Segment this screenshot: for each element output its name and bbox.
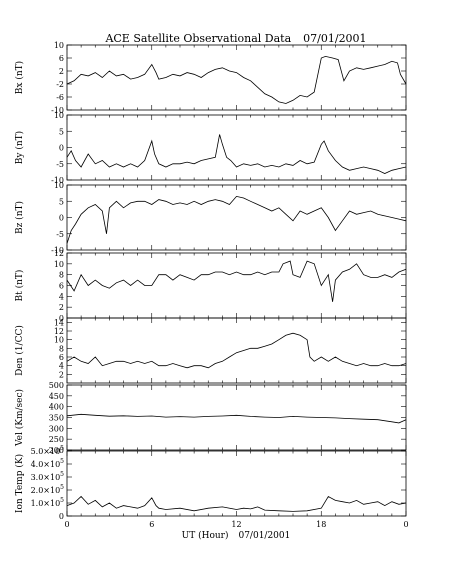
panel-frame xyxy=(66,384,407,451)
y-tick-label: 10 xyxy=(54,111,64,120)
y-axis-label: Vel (Km/sec) xyxy=(14,389,25,447)
series-line xyxy=(66,495,407,512)
y-tick-label: -10 xyxy=(51,246,64,255)
y-tick-label: 4.0×105 xyxy=(31,458,65,469)
x-tick-label: 0 xyxy=(64,520,69,529)
y-tick-label: 8 xyxy=(59,344,64,353)
y-tick-label: 400 xyxy=(49,403,64,412)
y-tick-label: -10 xyxy=(51,106,64,115)
x-tick-label: 6 xyxy=(149,520,154,529)
series-line xyxy=(66,134,407,174)
panel-1: -10 -6 -2 2 6 10 Bx (nT) xyxy=(14,41,407,115)
panel-2: -10 -5 0 5 10 By (nT) xyxy=(14,111,407,185)
chart-panels: -10 -6 -2 2 6 10 Bx (nT) -10 -5 0 5 10 By (nT) -10 -5 0… xyxy=(14,41,407,521)
y-tick-label: -2 xyxy=(56,80,64,89)
y-tick-label: 4 xyxy=(59,292,64,301)
y-tick-label: 10 xyxy=(54,181,64,190)
y-tick-label: 350 xyxy=(49,414,64,423)
y-tick-label: 8 xyxy=(59,271,64,280)
y-axis-label: Bx (nT) xyxy=(14,61,25,94)
y-tick-label: 450 xyxy=(49,392,64,401)
y-tick-label: -5 xyxy=(56,230,64,239)
x-tick-label: 18 xyxy=(316,520,326,529)
y-tick-label: 2 xyxy=(59,67,64,76)
y-tick-label: 0 xyxy=(59,214,64,223)
y-tick-label: 3.0×105 xyxy=(31,471,65,482)
y-tick-label: 200 xyxy=(49,446,64,455)
panel-4: 0 2 46 8 10 12 Bt (nT) xyxy=(14,249,407,323)
y-tick-label: 12 xyxy=(54,327,64,336)
y-tick-label: 300 xyxy=(49,424,64,433)
panel-7: 0 1.0×105 2.0×105 3.0×105 4.0×105 5.0×105 Ion … xyxy=(14,445,407,521)
panel-frame xyxy=(66,44,407,111)
panel-3: -10 -5 0 5 10 Bz (nT) xyxy=(14,181,407,255)
y-tick-label: 0 xyxy=(59,144,64,153)
y-axis-label: Bt (nT) xyxy=(14,270,25,302)
y-tick-label: 6 xyxy=(59,353,64,362)
y-tick-label: -5 xyxy=(56,160,64,169)
y-tick-label: 12 xyxy=(54,249,64,258)
x-tick-label: 0 xyxy=(403,520,408,529)
y-axis-label: Bz (nT) xyxy=(14,201,25,234)
y-tick-label: 2 xyxy=(59,303,64,312)
y-axis-label: Ion Temp (K) xyxy=(14,454,25,513)
y-tick-label: 10 xyxy=(54,336,64,345)
y-tick-label: 4 xyxy=(59,362,64,371)
y-axis-label: By (nT) xyxy=(14,131,25,164)
y-tick-label: 2.0×105 xyxy=(31,484,65,495)
y-tick-label: 5 xyxy=(59,127,64,136)
y-tick-label: 10 xyxy=(54,41,64,50)
y-tick-label: 6 xyxy=(59,282,64,291)
y-tick-label: -6 xyxy=(56,93,64,102)
chart-title: ACE Satellite Observational Data 07/01/20… xyxy=(104,32,366,45)
y-tick-label: 1.0×105 xyxy=(31,497,65,508)
y-tick-label: -10 xyxy=(51,176,64,185)
panel-frame xyxy=(66,317,407,384)
y-tick-label: 500 xyxy=(49,381,64,390)
series-line xyxy=(66,195,407,244)
panel-frame xyxy=(66,114,407,181)
series-line xyxy=(66,413,407,424)
y-tick-label: 0 xyxy=(59,512,64,521)
x-axis-tick-labels: 0 6 12 18 0 xyxy=(64,520,408,529)
panel-frame xyxy=(66,450,407,517)
y-axis-label: Den (1/CC) xyxy=(14,325,25,376)
y-tick-label: 5 xyxy=(59,197,64,206)
panel-frame xyxy=(66,184,407,251)
x-axis-label: UT (Hour) 07/01/2001 xyxy=(182,530,291,541)
y-tick-label: 250 xyxy=(49,435,64,444)
y-tick-label: 6 xyxy=(59,54,64,63)
panel-frame xyxy=(66,252,407,319)
y-tick-label: 2 xyxy=(59,370,64,379)
x-tick-label: 12 xyxy=(231,520,241,529)
y-tick-label: 0 xyxy=(59,314,64,323)
y-tick-label: 10 xyxy=(54,260,64,269)
series-line xyxy=(66,260,407,302)
series-line xyxy=(66,55,407,104)
series-line xyxy=(66,332,407,369)
y-tick-label: 14 xyxy=(54,318,64,327)
y-tick-label: 5.0×105 xyxy=(31,445,65,456)
